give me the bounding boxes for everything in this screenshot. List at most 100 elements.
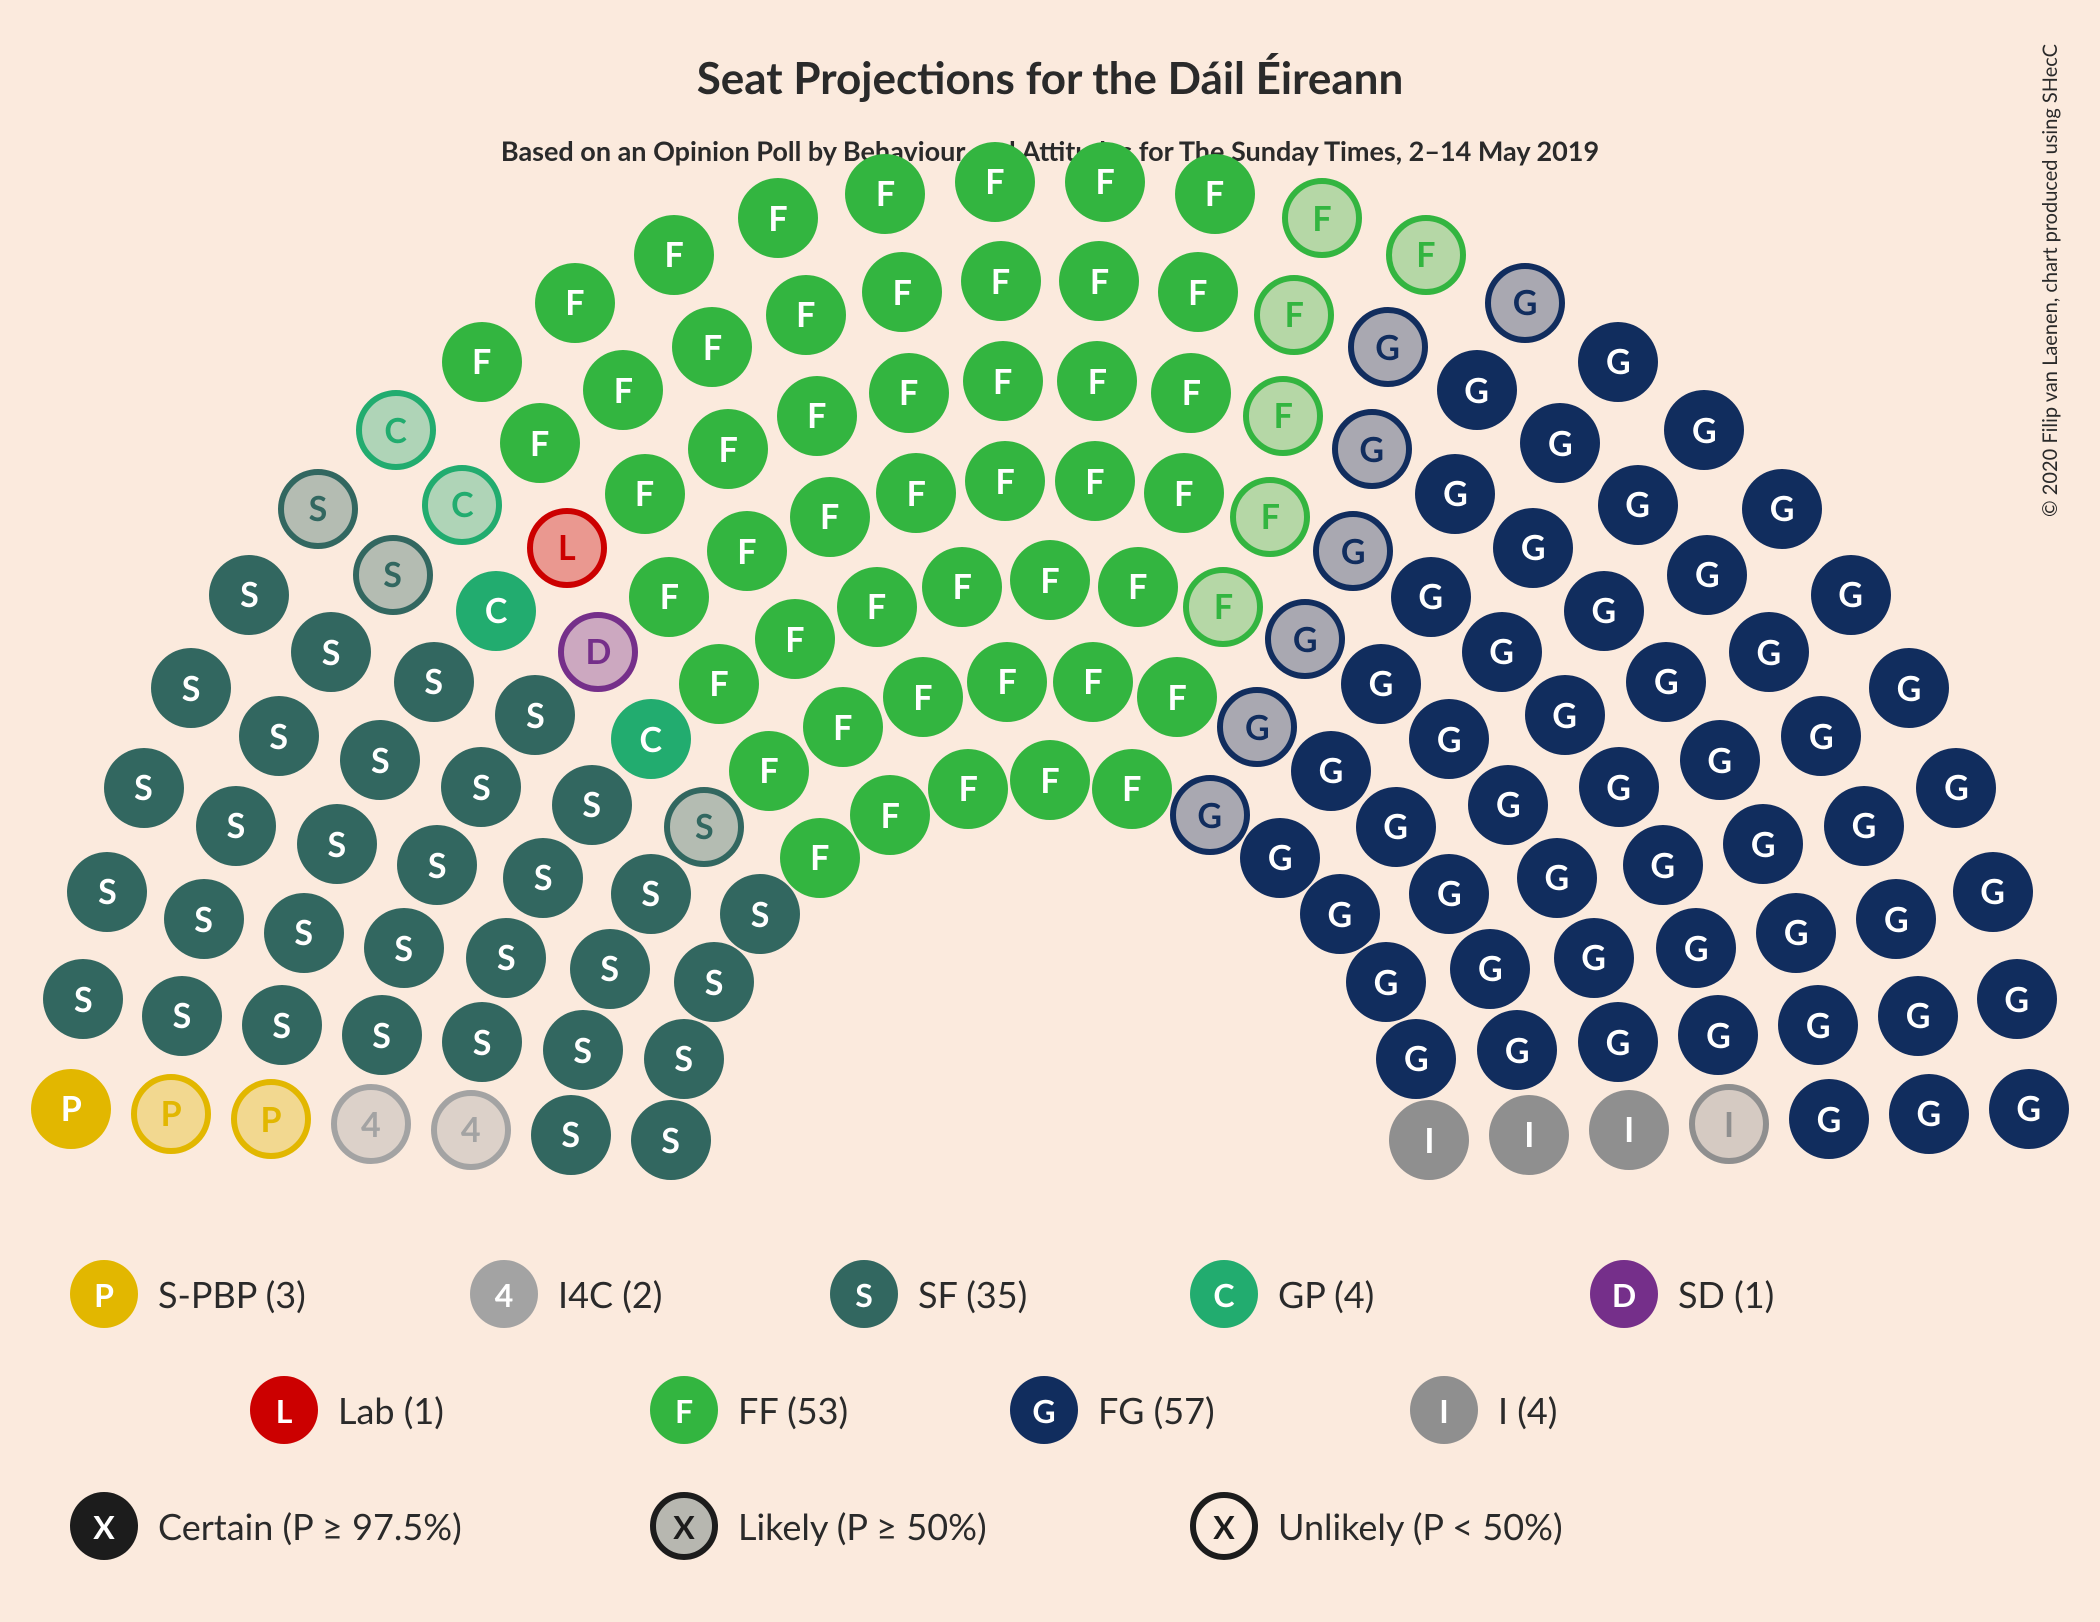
chart-title: Seat Projections for the Dáil Éireann [0,52,2100,104]
seat-fg: G [1356,787,1436,867]
seat-gp: C [611,699,691,779]
seat-sf: S [264,893,344,973]
seat-sf: S [196,786,276,866]
seat-sf: S [495,675,575,755]
seat-fg: G [1916,748,1996,828]
seat-i: I [1689,1084,1769,1164]
seat-ff: F [922,547,1002,627]
seat-fg: G [1313,511,1393,591]
seat-sd: D [558,612,638,692]
seat-ff: F [928,749,1008,829]
seat-ff: F [1010,540,1090,620]
seat-sf: S [353,535,433,615]
seat-ff: F [583,350,663,430]
seat-ff: F [1183,567,1263,647]
seat-sf: S [43,959,123,1039]
seat-ff: F [961,241,1041,321]
seat-ff: F [738,178,818,258]
seat-i4c: 4 [431,1090,511,1170]
seat-s-pbp: P [231,1079,311,1159]
seat-sf: S [552,765,632,845]
seat-sf: S [664,787,744,867]
seat-fg: G [1824,786,1904,866]
seat-ff: F [766,275,846,355]
seat-ff: F [777,376,857,456]
seat-fg: G [1977,959,2057,1039]
seat-fg: G [1462,612,1542,692]
seat-sf: S [397,825,477,905]
seat-fg: G [1656,908,1736,988]
seat-fg: G [1300,874,1380,954]
legend-item-lab: LLab (1) [250,1376,444,1444]
seat-fg: G [1729,612,1809,692]
chart-credit: © 2020 Filip van Laenen, chart produced … [2038,44,2062,517]
seat-ff: F [862,252,942,332]
seat-sf: S [340,720,420,800]
legend-row-1: PS-PBP (3)4I4C (2)SSF (35)CGP (4)DSD (1) [70,1260,2030,1332]
legend-label: SD (1) [1678,1272,1774,1316]
seat-ff: F [500,403,580,483]
probability-item-unlikely: XUnlikely (P < 50%) [1190,1492,1563,1560]
seat-s-pbp: P [31,1069,111,1149]
chart-subtitle: Based on an Opinion Poll by Behaviour an… [0,134,2100,167]
seat-sf: S [570,929,650,1009]
seat-fg: G [1415,454,1495,534]
seat-fg: G [1680,720,1760,800]
legend-swatch-icon: P [70,1260,138,1328]
probability-swatch-icon: X [1190,1492,1258,1560]
seat-fg: G [1376,1019,1456,1099]
legend-label: I (4) [1498,1388,1557,1432]
seat-sf: S [164,879,244,959]
seat-ff: F [803,687,883,767]
legend-swatch-icon: C [1190,1260,1258,1328]
chart-stage: Seat Projections for the Dáil Éireann Ba… [0,0,2100,1622]
seat-sf: S [209,555,289,635]
seat-sf: S [631,1100,711,1180]
seat-gp: C [456,571,536,651]
seat-fg: G [1525,675,1605,755]
seat-i4c: 4 [331,1084,411,1164]
seat-ff: F [1059,241,1139,321]
seat-fg: G [1953,852,2033,932]
seat-fg: G [1578,1002,1658,1082]
seat-ff: F [876,453,956,533]
legend-label: Lab (1) [338,1388,444,1432]
seat-ff: F [729,731,809,811]
seat-ff: F [707,511,787,591]
seat-fg: G [1468,765,1548,845]
seat-ff: F [1137,657,1217,737]
seat-ff: F [605,454,685,534]
seat-i: I [1389,1100,1469,1180]
seat-fg: G [1789,1079,1869,1159]
legend-swatch-icon: S [830,1260,898,1328]
seat-sf: S [441,747,521,827]
seat-sf: S [67,852,147,932]
legend: PS-PBP (3)4I4C (2)SSF (35)CGP (4)DSD (1)… [70,1260,2030,1564]
seat-ff: F [1282,178,1362,258]
seat-ff: F [1386,215,1466,295]
seat-ff: F [1158,252,1238,332]
seat-sf: S [720,874,800,954]
hemicycle-seats: PPP44SSSSSSSSSSSSSSSSSSSSSSSSSSSSSSSSSSS… [0,0,2100,1200]
seat-ff: F [1098,547,1178,627]
seat-fg: G [1598,465,1678,545]
legend-swatch-icon: G [1010,1376,1078,1444]
seat-sf: S [503,838,583,918]
seat-ff: F [1055,441,1135,521]
seat-lab: L [527,508,607,588]
seat-fg: G [1291,731,1371,811]
seat-ff: F [1254,275,1334,355]
seat-ff: F [780,818,860,898]
legend-item-i: II (4) [1410,1376,1557,1444]
seat-fg: G [1756,893,1836,973]
seat-fg: G [1341,644,1421,724]
seat-fg: G [1664,390,1744,470]
seat-ff: F [629,557,709,637]
seat-sf: S [543,1010,623,1090]
legend-label: I4C (2) [558,1272,662,1316]
seat-fg: G [1217,687,1297,767]
seat-ff: F [850,775,930,855]
seat-sf: S [291,612,371,692]
legend-row-2: LLab (1)FFF (53)GFG (57)II (4) [70,1376,2030,1448]
legend-label: GP (4) [1278,1272,1374,1316]
